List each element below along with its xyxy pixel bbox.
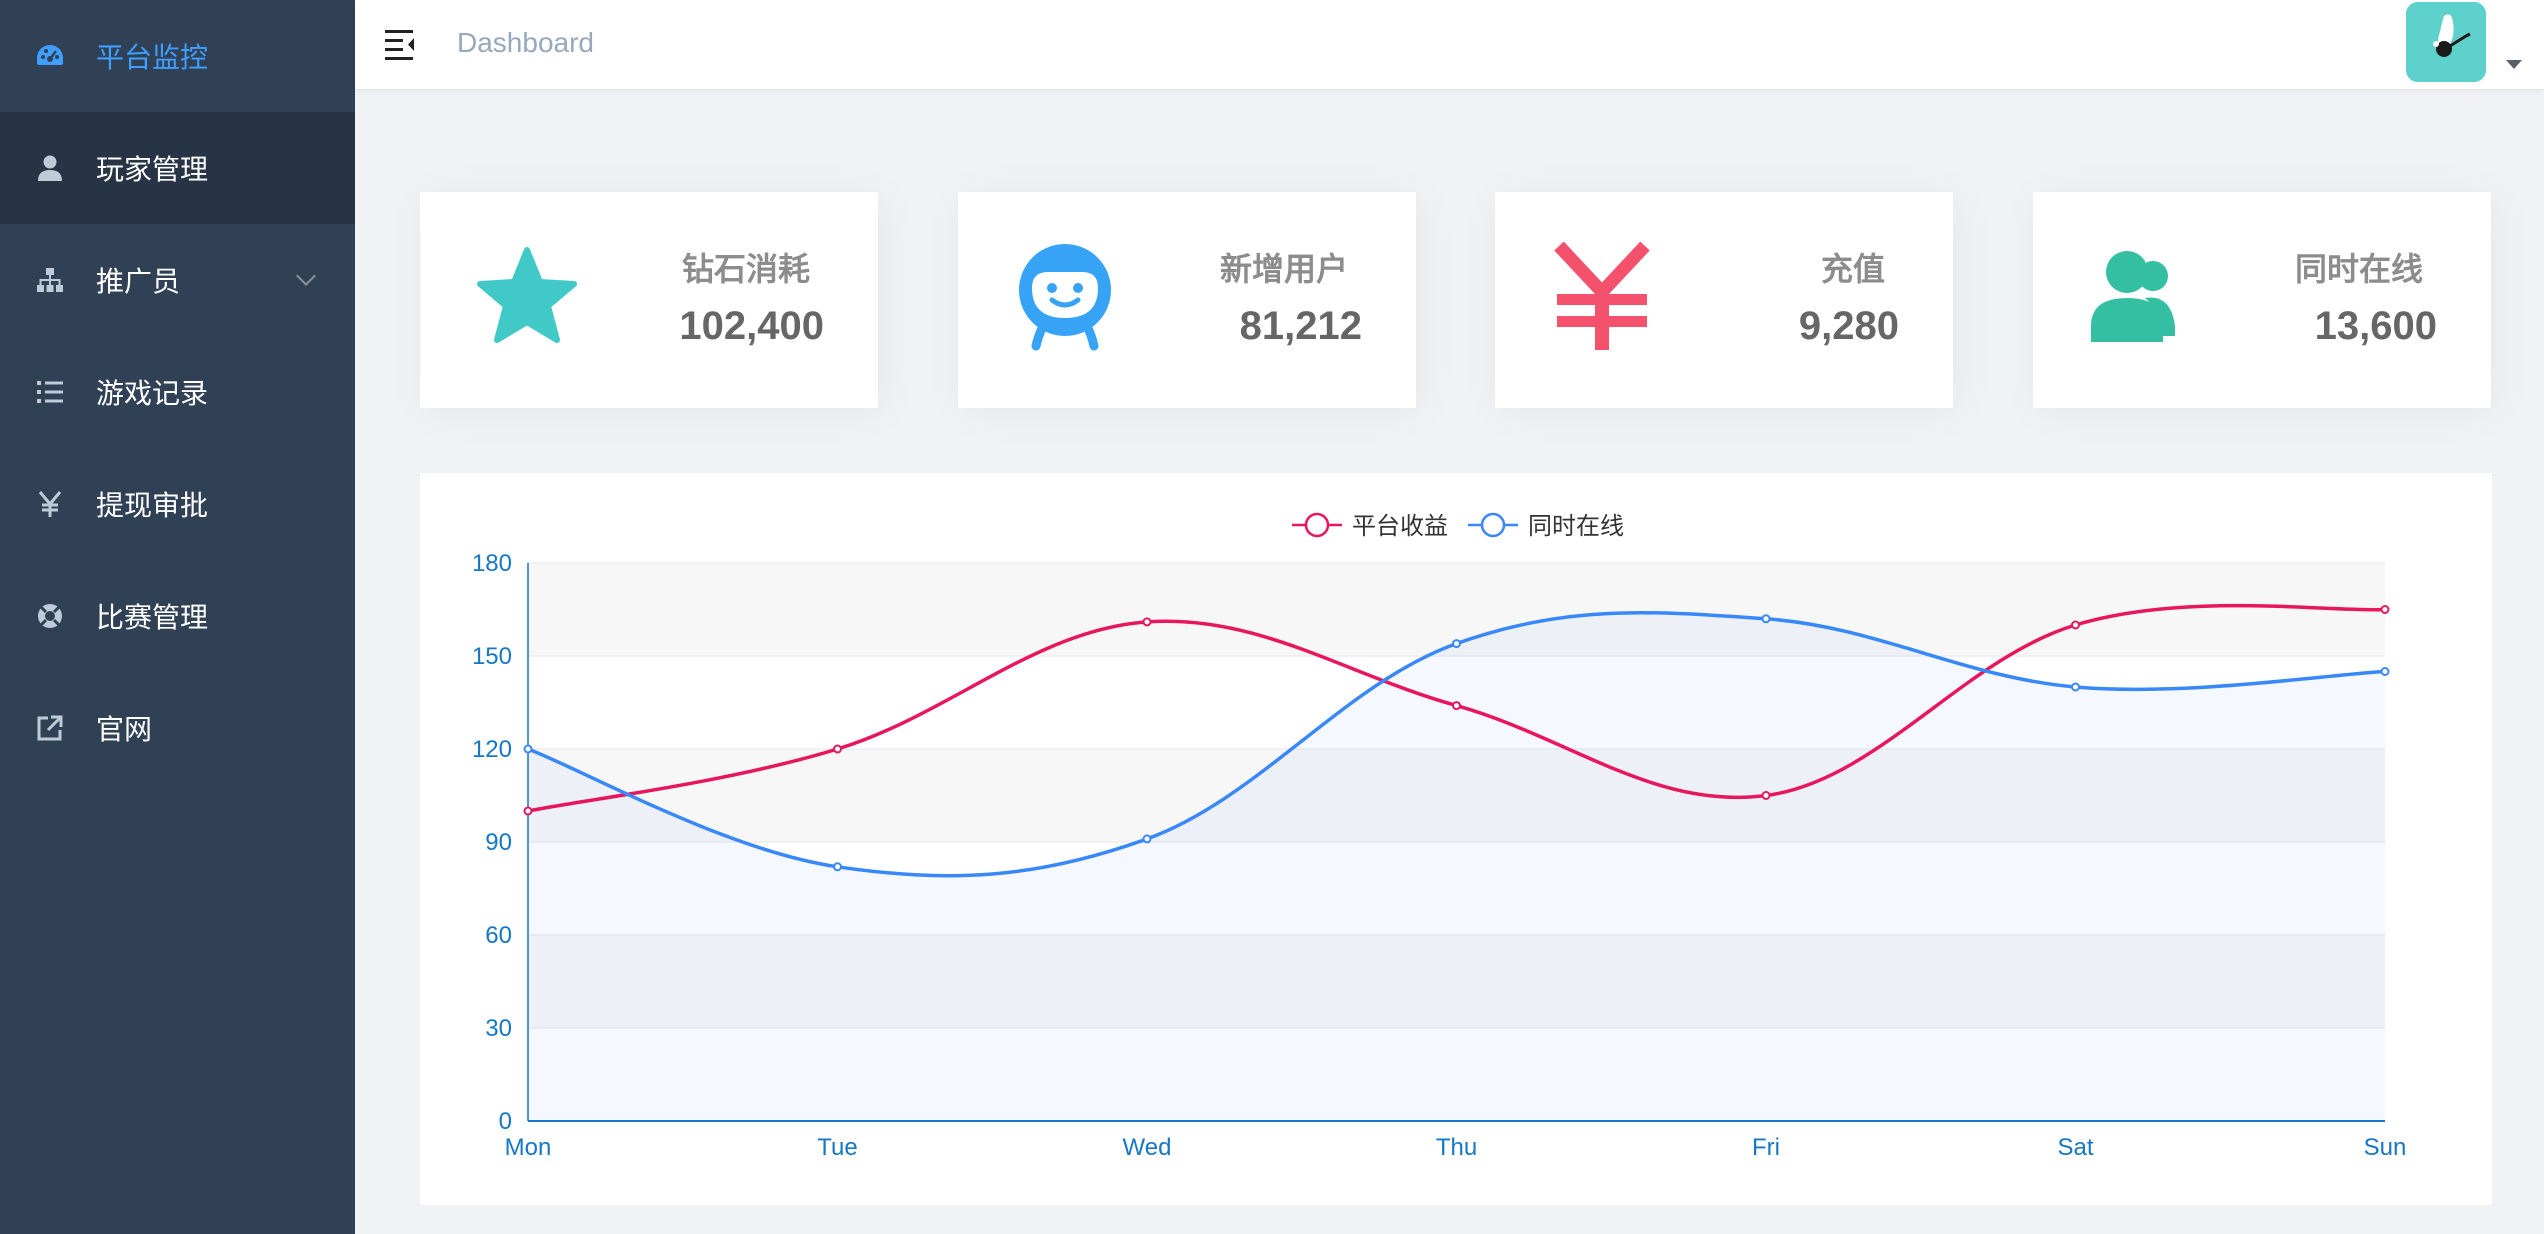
yen-icon xyxy=(34,488,66,520)
data-point[interactable] xyxy=(1452,639,1461,649)
card-value: 9,280 xyxy=(1798,304,1899,348)
sidebar-item-promoters[interactable]: 推广员 xyxy=(0,224,355,336)
legend-label: 同时在线 xyxy=(1528,513,1624,540)
data-point[interactable] xyxy=(2071,620,2080,630)
grid-band xyxy=(528,935,2385,1028)
legend-marker xyxy=(1480,512,1506,538)
data-point[interactable] xyxy=(2380,605,2390,614)
sidebar-item-platform-monitor[interactable]: 平台监控 xyxy=(0,0,355,112)
yen-icon xyxy=(1547,241,1657,352)
sidebar-item-player-management[interactable]: 玩家管理 xyxy=(0,112,355,224)
sidebar-item-label: 提现审批 xyxy=(96,490,209,521)
data-point[interactable] xyxy=(2380,667,2390,676)
x-tick-label: Thu xyxy=(1436,1134,1477,1161)
legend-item-0[interactable]: 平台收益 xyxy=(1292,512,1448,540)
data-point[interactable] xyxy=(833,744,842,754)
x-tick-label: Sat xyxy=(2057,1134,2093,1161)
data-point[interactable] xyxy=(523,744,533,754)
series-area-1 xyxy=(528,612,2385,1121)
x-tick-label: Sun xyxy=(2364,1134,2407,1161)
external-link-icon xyxy=(34,712,66,744)
robot-face-icon xyxy=(1010,242,1120,352)
y-tick-label: 90 xyxy=(485,829,512,856)
data-point[interactable] xyxy=(1761,614,1771,624)
card-value: 81,212 xyxy=(1239,304,1362,348)
y-tick-label: 60 xyxy=(485,922,512,949)
card-title: 钻石消耗 xyxy=(681,251,810,287)
chevron-down-icon[interactable] xyxy=(296,266,316,286)
y-tick-label: 180 xyxy=(472,550,512,577)
sidebar-item-label: 玩家管理 xyxy=(96,154,209,185)
data-point[interactable] xyxy=(2071,682,2080,692)
grid-band xyxy=(528,749,2385,842)
y-tick-label: 150 xyxy=(472,643,512,670)
sidebar-item-label: 平台监控 xyxy=(96,42,209,73)
stat-card-concurrent-online[interactable]: 同时在线 13,600 xyxy=(2033,192,2491,408)
sidebar-item-match-management[interactable]: 比赛管理 xyxy=(0,560,355,672)
legend-item-1[interactable]: 同时在线 xyxy=(1468,512,1624,540)
avatar[interactable] xyxy=(2406,2,2486,82)
hamburger-icon[interactable] xyxy=(381,24,421,64)
breadcrumb[interactable]: Dashboard xyxy=(457,27,594,58)
card-title: 充值 xyxy=(1820,251,1885,287)
stat-card-new-users[interactable]: 新增用户 81,212 xyxy=(958,192,1416,408)
lifebuoy-icon xyxy=(34,600,66,632)
stat-card-diamond-consumption[interactable]: 钻石消耗 102,400 xyxy=(420,192,878,408)
sidebar-item-label: 推广员 xyxy=(96,266,181,297)
navbar: Dashboard xyxy=(355,0,2544,90)
sidebar-item-official-site[interactable]: 官网 xyxy=(0,672,355,784)
sidebar-item-label: 官网 xyxy=(96,714,153,745)
card-value: 13,600 xyxy=(2314,304,2437,348)
caret-down-icon[interactable] xyxy=(2506,60,2522,69)
sidebar-item-label: 游戏记录 xyxy=(96,378,209,409)
grid-band xyxy=(528,1028,2385,1121)
data-point[interactable] xyxy=(1142,617,1152,627)
dashboard-icon xyxy=(34,40,66,72)
x-tick-label: Tue xyxy=(817,1134,857,1161)
data-point[interactable] xyxy=(833,862,842,872)
org-tree-icon xyxy=(34,264,66,296)
legend-label: 平台收益 xyxy=(1352,513,1448,540)
star-icon xyxy=(472,242,582,352)
line-chart: 0 30 60 90 120 150 180 Mon Tue Wed Thu Fri Sat Sun 平台… xyxy=(472,512,2407,1161)
y-tick-label: 120 xyxy=(472,736,512,763)
grid-band xyxy=(528,842,2385,935)
chart-panel: 0 30 60 90 120 150 180 Mon Tue Wed Thu Fri Sat Sun 平台… xyxy=(420,473,2492,1205)
x-tick-label: Fri xyxy=(1752,1134,1780,1161)
sidebar-item-withdraw-approval[interactable]: 提现审批 xyxy=(0,448,355,560)
user-icon xyxy=(34,152,66,184)
card-value: 102,400 xyxy=(679,304,824,348)
sidebar-item-label: 比赛管理 xyxy=(96,602,209,633)
y-tick-label: 0 xyxy=(499,1108,512,1135)
stat-card-recharge[interactable]: 充值 9,280 xyxy=(1495,192,1953,408)
card-title: 同时在线 xyxy=(2294,251,2423,287)
x-tick-label: Wed xyxy=(1123,1134,1172,1161)
data-point[interactable] xyxy=(1142,834,1152,844)
list-icon xyxy=(34,376,66,408)
data-point[interactable] xyxy=(523,806,533,816)
data-point[interactable] xyxy=(1452,701,1461,711)
data-point[interactable] xyxy=(1761,791,1771,800)
card-title: 新增用户 xyxy=(1219,251,1348,287)
legend-marker xyxy=(1304,512,1330,538)
x-tick-label: Mon xyxy=(505,1134,552,1161)
y-tick-label: 30 xyxy=(485,1015,512,1042)
sidebar-item-game-records[interactable]: 游戏记录 xyxy=(0,336,355,448)
sidebar: 平台监控 玩家管理 推广员 游戏记录 提现审批 比赛管理 官网 xyxy=(0,0,355,1234)
people-icon xyxy=(2085,242,2195,352)
